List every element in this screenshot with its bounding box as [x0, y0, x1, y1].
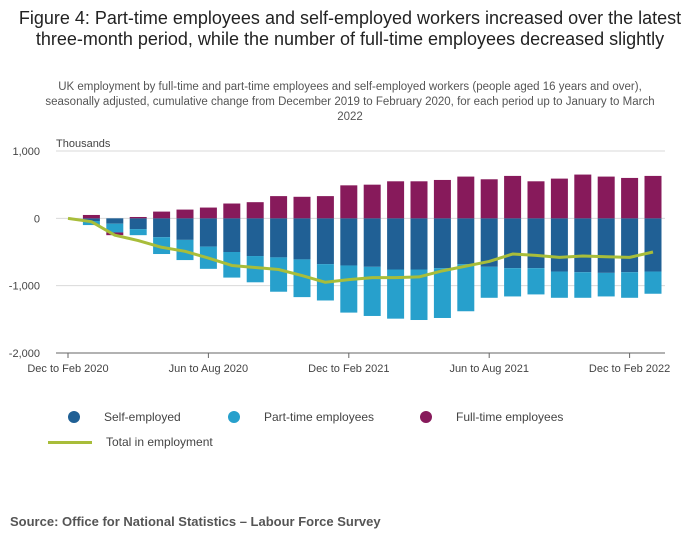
bar-part-time: [363, 266, 381, 316]
bar-self-employed: [340, 218, 358, 266]
y-tick-label: -1,000: [9, 281, 40, 293]
bar-part-time: [550, 271, 568, 298]
bar-part-time: [504, 268, 522, 297]
bar-self-employed: [270, 218, 288, 258]
bar-self-employed: [363, 218, 381, 267]
legend-swatch-total: [48, 440, 92, 444]
bar-full-time: [410, 181, 428, 219]
bar-self-employed: [504, 218, 522, 269]
bar-full-time: [153, 211, 171, 219]
bar-full-time: [387, 181, 405, 219]
bar-full-time: [363, 184, 381, 219]
bar-part-time: [621, 272, 639, 298]
bar-full-time: [129, 216, 147, 219]
bar-full-time: [176, 209, 194, 219]
bar-self-employed: [644, 218, 662, 272]
bar-full-time: [433, 179, 451, 219]
bar-part-time: [410, 269, 428, 321]
bar-self-employed: [433, 218, 451, 269]
bar-full-time: [597, 176, 615, 219]
bar-full-time: [199, 207, 217, 219]
bar-full-time: [574, 174, 592, 219]
bar-full-time: [550, 178, 568, 219]
legend-label-full-time: Full-time employees: [456, 410, 564, 424]
bar-self-employed: [574, 218, 592, 273]
bar-self-employed: [223, 218, 241, 252]
chart-title: Figure 4: Part-time employees and self-e…: [18, 8, 682, 49]
bar-self-employed: [527, 218, 545, 269]
bar-full-time: [340, 185, 358, 219]
bar-part-time: [246, 256, 264, 283]
bar-part-time: [644, 271, 662, 294]
bar-full-time: [223, 203, 241, 219]
bar-self-employed: [387, 218, 405, 270]
bar-self-employed: [82, 218, 100, 222]
bar-full-time: [270, 196, 288, 219]
bar-part-time: [340, 265, 358, 313]
bar-full-time: [457, 176, 475, 219]
bar-full-time: [527, 181, 545, 219]
legend-swatch-self-employed: [68, 411, 80, 423]
legend-swatch-full-time: [420, 411, 432, 423]
bar-self-employed: [597, 218, 615, 273]
bar-part-time: [153, 237, 171, 255]
bar-part-time: [527, 268, 545, 295]
bar-self-employed: [621, 218, 639, 273]
bar-part-time: [574, 272, 592, 298]
bar-self-employed: [129, 218, 147, 230]
bar-part-time: [129, 229, 147, 236]
bar-full-time: [246, 202, 264, 219]
bar-part-time: [387, 269, 405, 319]
bar-self-employed: [457, 218, 475, 265]
legend-label-self-employed: Self-employed: [104, 410, 181, 424]
bar-part-time: [597, 272, 615, 297]
bar-self-employed: [293, 218, 311, 260]
chart-subtitle: UK employment by full-time and part-time…: [45, 81, 655, 123]
legend-self-employed: Self-employed: [68, 410, 181, 424]
bar-self-employed: [176, 218, 194, 240]
bar-self-employed: [153, 218, 171, 238]
bar-self-employed: [106, 218, 124, 224]
legend-part-time: Part-time employees: [228, 410, 374, 424]
bar-part-time: [457, 264, 475, 312]
legend-swatch-part-time: [228, 411, 240, 423]
legend-label-total: Total in employment: [106, 435, 213, 449]
y-tick-label: 1,000: [12, 146, 40, 158]
bar-full-time: [82, 214, 100, 219]
bar-full-time: [504, 175, 522, 219]
bar-self-employed: [480, 218, 498, 267]
bar-part-time: [293, 259, 311, 298]
y-tick-label: -2,000: [9, 348, 40, 360]
bar-full-time: [480, 179, 498, 219]
series-line-total: [67, 216, 654, 284]
bar-full-time: [316, 196, 334, 219]
y-tick-label: 0: [34, 213, 40, 225]
x-tick-label: Jun to Aug 2020: [169, 363, 249, 375]
x-tick-label: Dec to Feb 2022: [589, 363, 670, 375]
x-tick-label: Dec to Feb 2020: [27, 363, 108, 375]
bar-part-time: [106, 223, 124, 233]
bar-self-employed: [246, 218, 264, 257]
bar-full-time: [644, 175, 662, 219]
bar-full-time: [293, 196, 311, 219]
source-note: Source: Office for National Statistics –…: [10, 514, 381, 529]
y-axis-unit-label: Thousands: [56, 138, 111, 150]
legend-label-part-time: Part-time employees: [264, 410, 375, 424]
bar-full-time: [621, 177, 639, 219]
x-tick-label: Jun to Aug 2021: [449, 363, 529, 375]
bar-part-time: [270, 257, 288, 292]
bar-part-time: [480, 266, 498, 298]
bar-part-time: [433, 268, 451, 318]
legend-total: Total in employment: [48, 435, 213, 449]
bar-self-employed: [550, 218, 568, 272]
bar-self-employed: [199, 218, 217, 247]
x-tick-label: Dec to Feb 2021: [308, 363, 389, 375]
bar-self-employed: [410, 218, 428, 270]
bar-self-employed: [316, 218, 334, 265]
legend-full-time: Full-time employees: [420, 410, 563, 424]
chart-plot: 1,000 0 -1,000 -2,000 Dec to Feb 2020 Jun to…: [9, 138, 670, 375]
